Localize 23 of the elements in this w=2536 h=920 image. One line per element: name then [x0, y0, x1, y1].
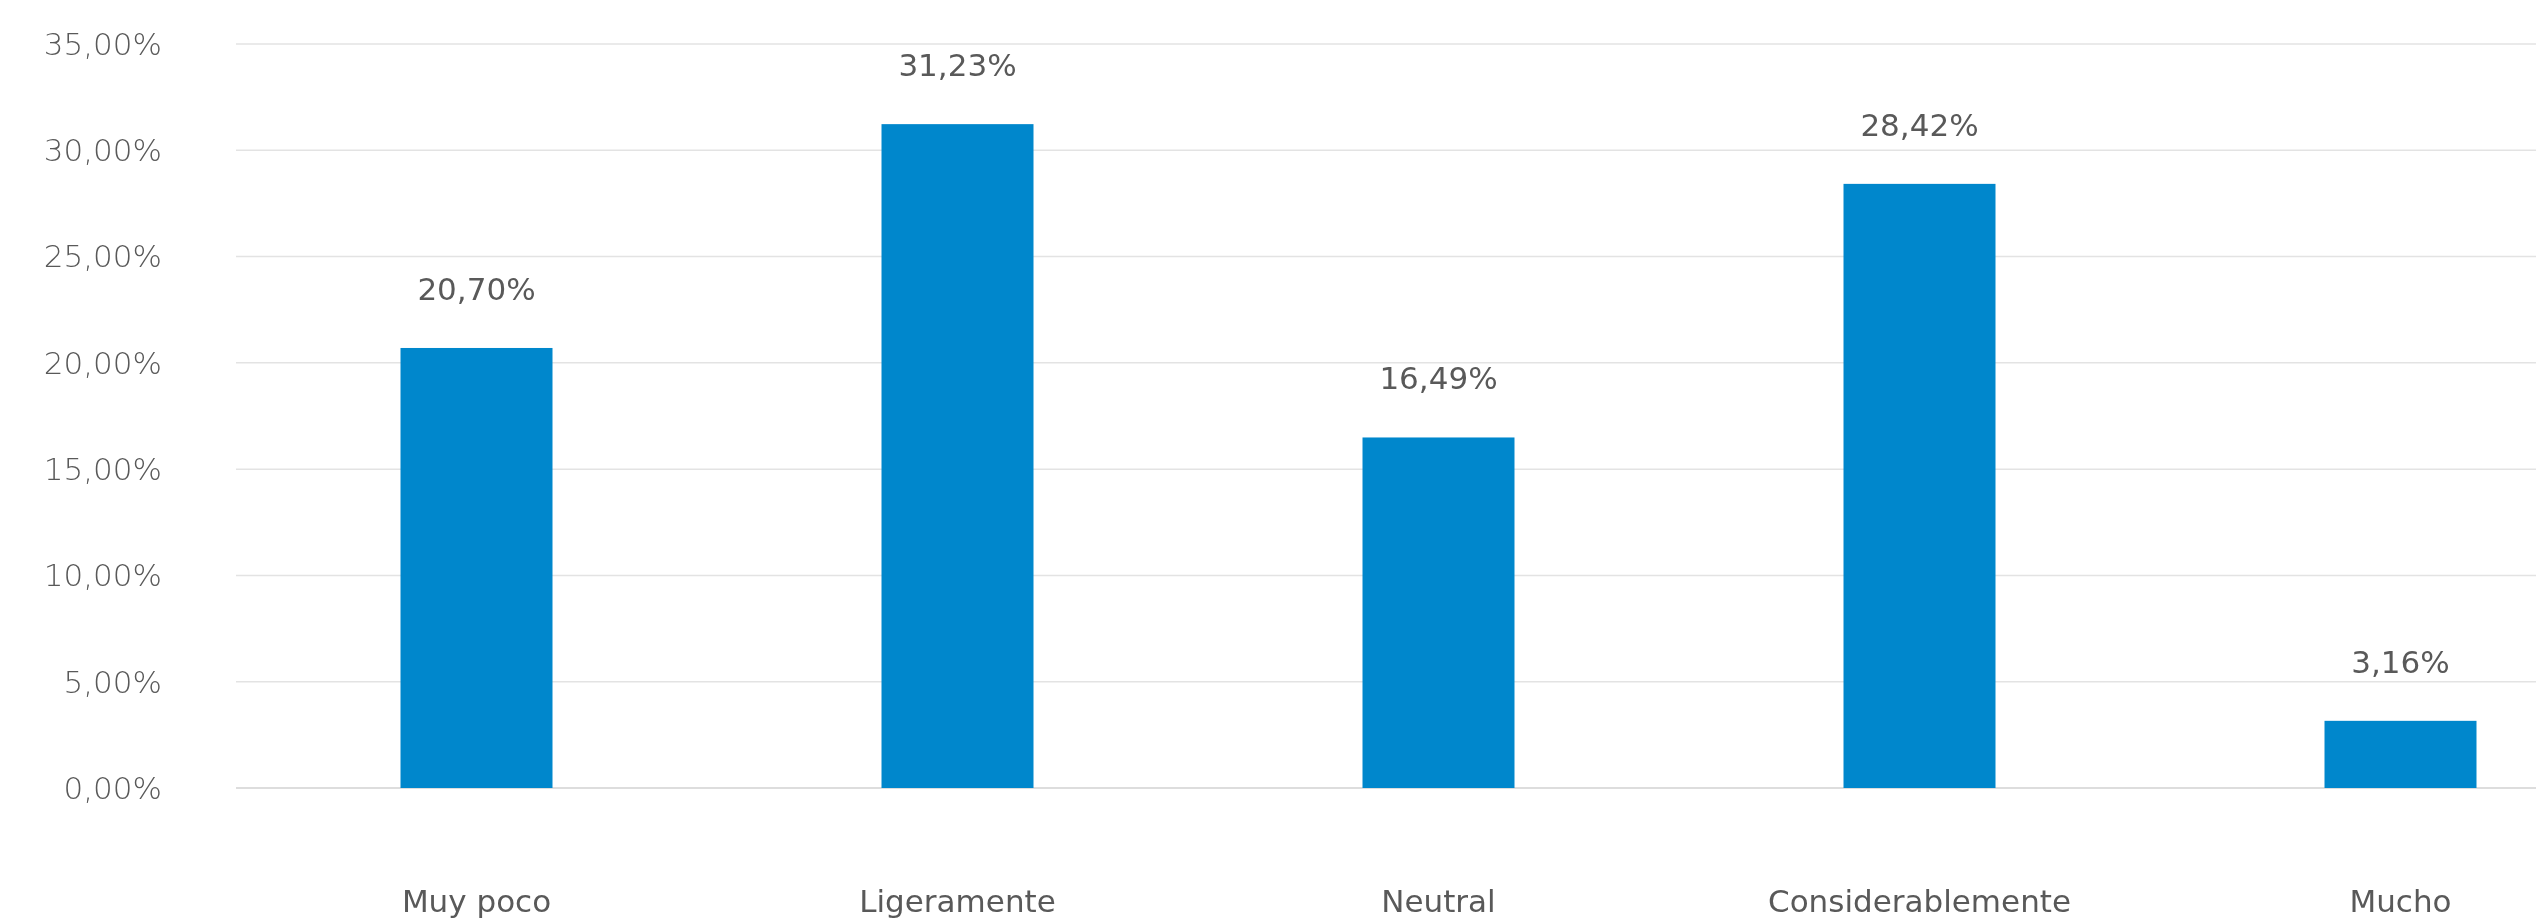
data-label: 20,70% [417, 270, 536, 307]
y-tick-label: 5,00% [63, 663, 162, 700]
x-tick-label: Ligeramente [859, 883, 1056, 919]
y-tick-label: 30,00% [43, 132, 162, 169]
bar [881, 124, 1034, 788]
y-tick-label: 15,00% [43, 450, 162, 487]
y-tick-label: 20,00% [43, 344, 162, 381]
y-tick-label: 35,00% [43, 25, 162, 62]
x-tick-label: Neutral [1381, 883, 1496, 919]
data-label: 28,42% [1860, 106, 1979, 143]
bar [400, 347, 553, 788]
data-label: 16,49% [1379, 360, 1498, 397]
x-tick-label: Muy poco [401, 883, 552, 919]
y-tick-label: 0,00% [63, 769, 162, 806]
bar [1362, 437, 1515, 788]
y-tick-label: 25,00% [43, 238, 162, 275]
data-label: 3,16% [2351, 643, 2450, 680]
y-tick-label: 10,00% [43, 557, 162, 594]
bar [2324, 720, 2477, 788]
x-tick-label: Considerablemente [1767, 883, 2072, 919]
x-tick-label: Mucho [2349, 883, 2452, 919]
bar [1843, 183, 1996, 788]
data-label: 31,23% [898, 47, 1017, 84]
